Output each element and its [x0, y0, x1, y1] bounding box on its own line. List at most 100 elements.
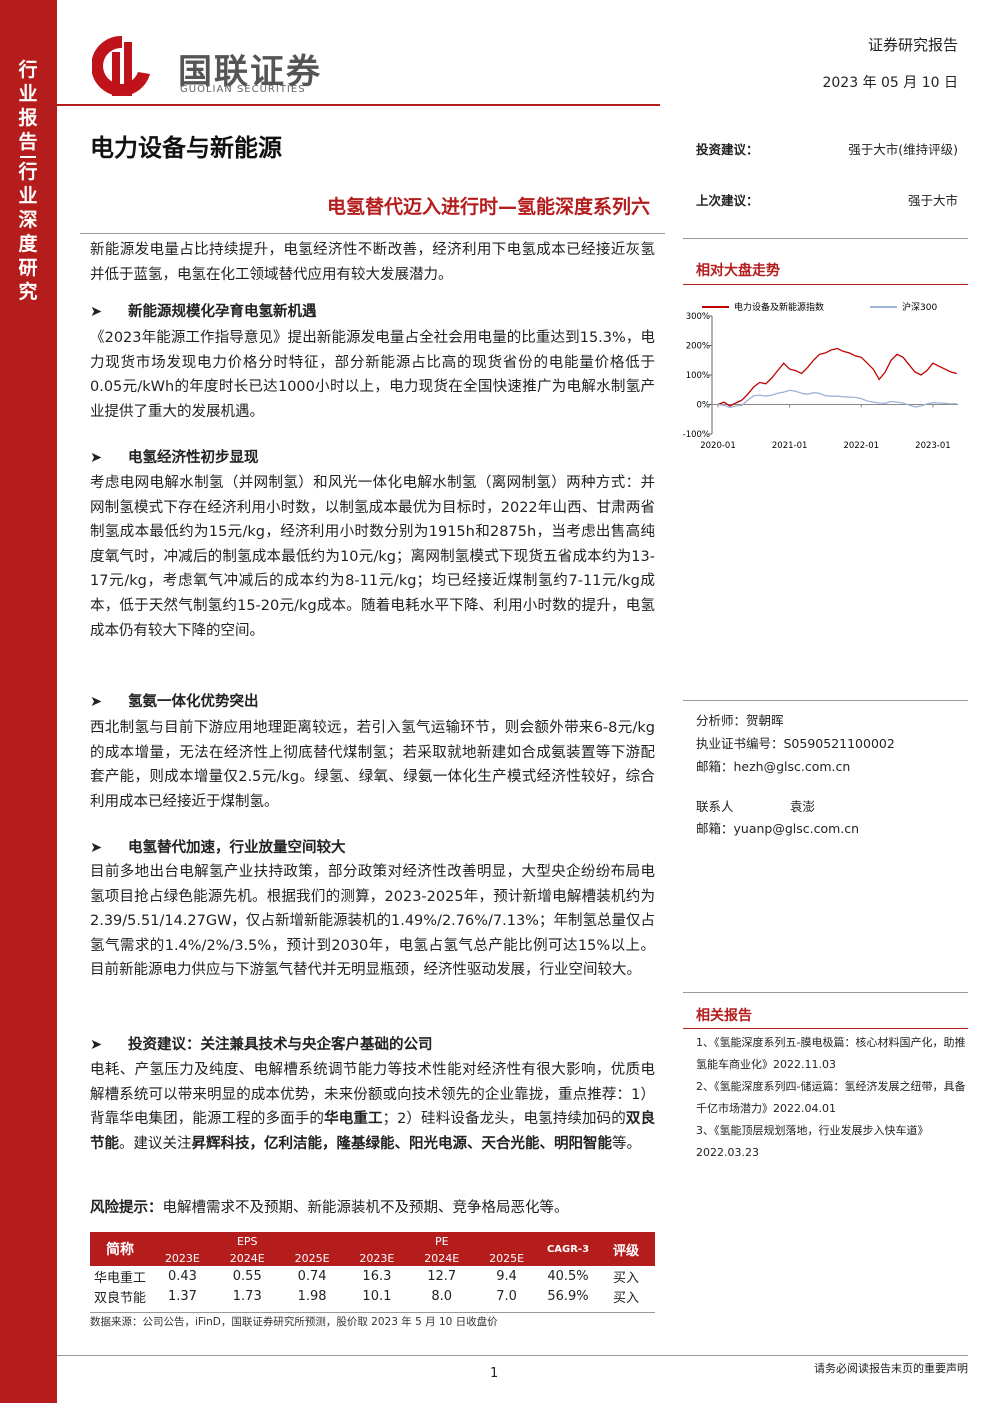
- bold-text: 双良节能: [90, 1111, 656, 1152]
- sidebar-separator: [20, 156, 36, 158]
- text: 《2023年能源工作指导意见》提出新能源发电量占全社会用电量的比重达到15.3%…: [90, 330, 655, 420]
- table-header: CAGR-3: [546, 1243, 590, 1255]
- logo-icon: [92, 35, 150, 96]
- section-paragraph: 电耗、产氢压力及纯度、电解槽系统调节能力等技术性能对经济性有很大影响，优质电解槽…: [90, 1058, 655, 1156]
- section-heading: ➤ 电氢经济性初步显现: [90, 446, 259, 467]
- prev-rating-label: 上次建议：: [696, 193, 759, 208]
- table-cell: 56.9%: [547, 1288, 589, 1304]
- text: 目前多地出台电解氢产业扶持政策，部分政策对经济性改善明显，大型央企纷纷布局电氢项…: [90, 864, 655, 979]
- rule: [683, 284, 968, 285]
- related-title: 3、《氢能顶层规划落地，行业发展步入快车道》: [696, 1124, 929, 1137]
- contact-name: 袁澎: [790, 799, 816, 814]
- rule: [683, 238, 968, 239]
- table-cell: 1.37: [167, 1288, 197, 1304]
- section-paragraph: 目前多地出台电解氢产业扶持政策，部分政策对经济性改善明显，大型央企纷纷布局电氢项…: [90, 860, 655, 983]
- y-tick-label: 0%: [697, 401, 711, 411]
- table-year: 2024E: [229, 1251, 265, 1265]
- header-rule: [57, 104, 660, 106]
- section-paragraph: 西北制氢与目前下游应用地理距离较远，若引入氢气运输环节，则会额外带来6-8元/k…: [90, 716, 655, 814]
- risk-text: 电解槽需求不及预期、新能源装机不及预期、竞争格局恶化等。: [162, 1200, 569, 1216]
- text: ；2）硅料设备龙头，电氢持续加码的: [382, 1111, 626, 1128]
- x-tick-label: 2021-01: [772, 441, 808, 451]
- bullet-arrow: ➤: [90, 304, 103, 320]
- related-item: 3、《氢能顶层规划落地，行业发展步入快车道》 2022.03.23: [696, 1120, 966, 1164]
- bullet-arrow: ➤: [90, 1037, 103, 1053]
- section-paragraph: 《2023年能源工作指导意见》提出新能源发电量占全社会用电量的比重达到15.3%…: [90, 326, 655, 424]
- rating-label: 投资建议：: [696, 142, 759, 157]
- table-cell: 9.4: [496, 1268, 517, 1284]
- section-heading: ➤ 新能源规模化孕育电氢新机遇: [90, 300, 317, 321]
- data-source: 数据来源：公司公告，iFinD，国联证券研究所预测，股价取 2023 年 5 月…: [90, 1316, 498, 1328]
- bullet-arrow: ➤: [90, 840, 103, 856]
- table-header: EPS: [236, 1234, 258, 1248]
- table-cell: 0.74: [297, 1268, 327, 1284]
- table-cell: 0.43: [167, 1268, 197, 1284]
- table-header: 简称: [106, 1242, 134, 1258]
- table-cell: 7.0: [496, 1288, 517, 1304]
- table-year: 2023E: [164, 1251, 200, 1265]
- section-heading-text: 电氢替代加速，行业放量空间较大: [128, 840, 346, 856]
- rule: [683, 700, 968, 701]
- table-cell: 买入: [612, 1290, 639, 1306]
- report-date: 2023 年 05 月 10 日: [822, 75, 958, 91]
- table-year: 2023E: [359, 1251, 395, 1265]
- text: 考虑电网电解水制氢（并网制氢）和风光一体化电解水制氢（离网制氢）两种方式：并网制…: [90, 475, 655, 639]
- text: 等。: [612, 1135, 641, 1152]
- sidebar-label: 行业深度研究: [18, 161, 38, 303]
- table-rule: [90, 1312, 655, 1313]
- table-year: 2025E: [294, 1251, 330, 1265]
- section-heading: ➤ 氢氨一体化优势突出: [90, 690, 259, 711]
- table-row: 华电重工 0.43 0.55 0.74 16.3 12.7 9.4 40.5% 买入: [90, 1266, 655, 1286]
- text: 。建议关注: [119, 1135, 192, 1152]
- series-line: [717, 347, 957, 407]
- table-cell: 1.98: [297, 1288, 327, 1304]
- section-heading-text: 氢氨一体化优势突出: [128, 694, 259, 710]
- title-rule: [80, 233, 665, 234]
- industry: 电力设备与新能源: [90, 134, 282, 162]
- chart-heading: 相对大盘走势: [696, 263, 780, 279]
- y-tick-label: -100%: [683, 430, 710, 440]
- analyst-cert: 执业证书编号：S0590521100002: [696, 736, 895, 751]
- table-cell: 买入: [612, 1270, 639, 1286]
- table-cell: 12.7: [427, 1268, 457, 1284]
- report-type: 证券研究报告: [867, 36, 958, 54]
- x-tick-label: 2022-01: [844, 441, 880, 451]
- forecast-table: 简称 EPS PE CAGR-3 评级 2023E 2024E 2025E 2023E…: [90, 1232, 655, 1306]
- sidebar: [0, 0, 57, 1403]
- section-heading: ➤ 投资建议：关注兼具技术与央企客户基础的公司: [90, 1033, 433, 1054]
- related-title: 2、《氢能深度系列四-储运篇：氢经济发展之纽带，具备千亿市场潜力》: [696, 1080, 966, 1115]
- bold-text: 华电重工: [324, 1111, 383, 1128]
- legend-label: 电力设备及新能源指数: [734, 301, 824, 313]
- logo-subtext: GUOLIAN SECURITIES: [180, 84, 306, 95]
- series-line: [717, 389, 957, 409]
- risk-label: 风险提示：: [90, 1200, 163, 1216]
- x-tick-label: 2020-01: [700, 441, 736, 451]
- table-header: 评级: [612, 1243, 639, 1259]
- analyst: 分析师：贺朝晖: [696, 713, 784, 728]
- text: 西北制氢与目前下游应用地理距离较远，若引入氢气运输环节，则会额外带来6-8元/k…: [90, 720, 655, 810]
- related-heading: 相关报告: [696, 1008, 752, 1024]
- rule: [683, 992, 968, 993]
- table-cell: 40.5%: [547, 1268, 589, 1284]
- contact-label: 联系人: [696, 799, 734, 814]
- table-row: 双良节能 1.37 1.73 1.98 10.1 8.0 7.0 56.9% 买入: [90, 1286, 655, 1306]
- chart: -100% 0% 100% 200% 300% 2020-01 2021-01 2022-01…: [683, 301, 958, 451]
- report-title: 电氢替代迈入进行时—氢能深度系列六: [326, 196, 650, 218]
- y-tick-label: 100%: [686, 371, 710, 381]
- table-cell: 16.3: [362, 1268, 392, 1284]
- footer-rule: [57, 1355, 968, 1356]
- section-heading-text: 新能源规模化孕育电氢新机遇: [128, 304, 317, 320]
- prev-rating-value: 强于大市: [907, 193, 958, 208]
- analyst-email: 邮箱：hezh@glsc.com.cn: [696, 759, 851, 774]
- rating-value: 强于大市(维持评级): [848, 142, 958, 157]
- y-tick-label: 200%: [686, 342, 710, 352]
- table-cell: 0.55: [232, 1268, 262, 1284]
- table-cell: 双良节能: [93, 1290, 146, 1306]
- section-heading-text: 电氢经济性初步显现: [128, 450, 259, 466]
- summary: 新能源发电量占比持续提升，电氢经济性不断改善，经济利用下电氢成本已经接近灰氢并低…: [90, 242, 655, 283]
- contact-email: 邮箱：yuanp@glsc.com.cn: [696, 821, 860, 836]
- table-cell: 华电重工: [93, 1270, 146, 1286]
- related-date: 2022.03.23: [696, 1146, 759, 1159]
- table-cell: 8.0: [431, 1288, 453, 1304]
